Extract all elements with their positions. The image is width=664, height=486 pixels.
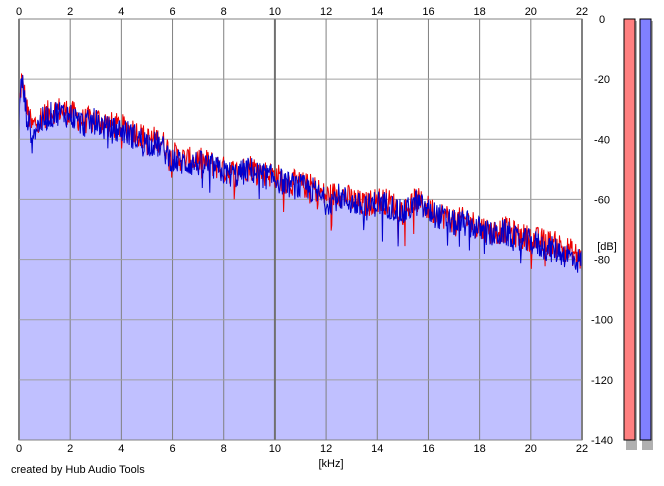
x-tick-label-top: 2 (67, 6, 73, 18)
x-tick-label-bottom: 14 (371, 443, 383, 455)
y-axis-title: [dB] (597, 241, 617, 253)
x-tick-label-bottom: 16 (422, 443, 434, 455)
credit-text: created by Hub Audio Tools (11, 464, 145, 476)
spectrum-area (19, 74, 582, 440)
x-tick-label-bottom: 10 (269, 443, 281, 455)
x-tick-label-bottom: 22 (576, 443, 588, 455)
x-tick-label-bottom: 0 (16, 443, 22, 455)
plot-border (18, 18, 583, 441)
y-tick-label: -120 (591, 375, 613, 387)
x-tick-label-bottom: 6 (169, 443, 175, 455)
x-tick-label-top: 16 (422, 6, 434, 18)
series-lines (18, 72, 583, 273)
x-tick-label-top: 0 (16, 6, 22, 18)
x-tick-label-bottom: 4 (118, 443, 124, 455)
y-tick-label: -40 (594, 134, 610, 146)
level-meter-1 (623, 18, 636, 441)
y-tick-label: 0 (599, 14, 605, 26)
x-tick-label-top: 6 (169, 6, 175, 18)
x-tick-label-top: 20 (525, 6, 537, 18)
series-line-2 (18, 75, 583, 273)
x-tick-label-top: 18 (474, 6, 486, 18)
y-tick-label: -20 (594, 74, 610, 86)
x-tick-label-bottom: 2 (67, 443, 73, 455)
x-tick-label-bottom: 12 (320, 443, 332, 455)
level-meters (623, 18, 653, 450)
x-tick-label-top: 10 (269, 6, 281, 18)
x-tick-label-bottom: 8 (221, 443, 227, 455)
y-tick-label: -100 (591, 315, 613, 327)
y-tick-label: -60 (594, 194, 610, 206)
x-tick-label-bottom: 20 (525, 443, 537, 455)
x-tick-label-top: 12 (320, 6, 332, 18)
x-tick-label-top: 4 (118, 6, 124, 18)
x-axis-title: [kHz] (318, 458, 343, 470)
y-tick-label: -140 (591, 435, 613, 447)
level-meter-2 (639, 18, 652, 441)
x-tick-label-top: 8 (221, 6, 227, 18)
y-tick-label: -80 (594, 255, 610, 267)
x-tick-label-top: 22 (576, 6, 588, 18)
x-tick-label-top: 14 (371, 6, 383, 18)
x-tick-label-bottom: 18 (474, 443, 486, 455)
axes: 002244668810101212141416161818202022220-… (16, 6, 617, 470)
